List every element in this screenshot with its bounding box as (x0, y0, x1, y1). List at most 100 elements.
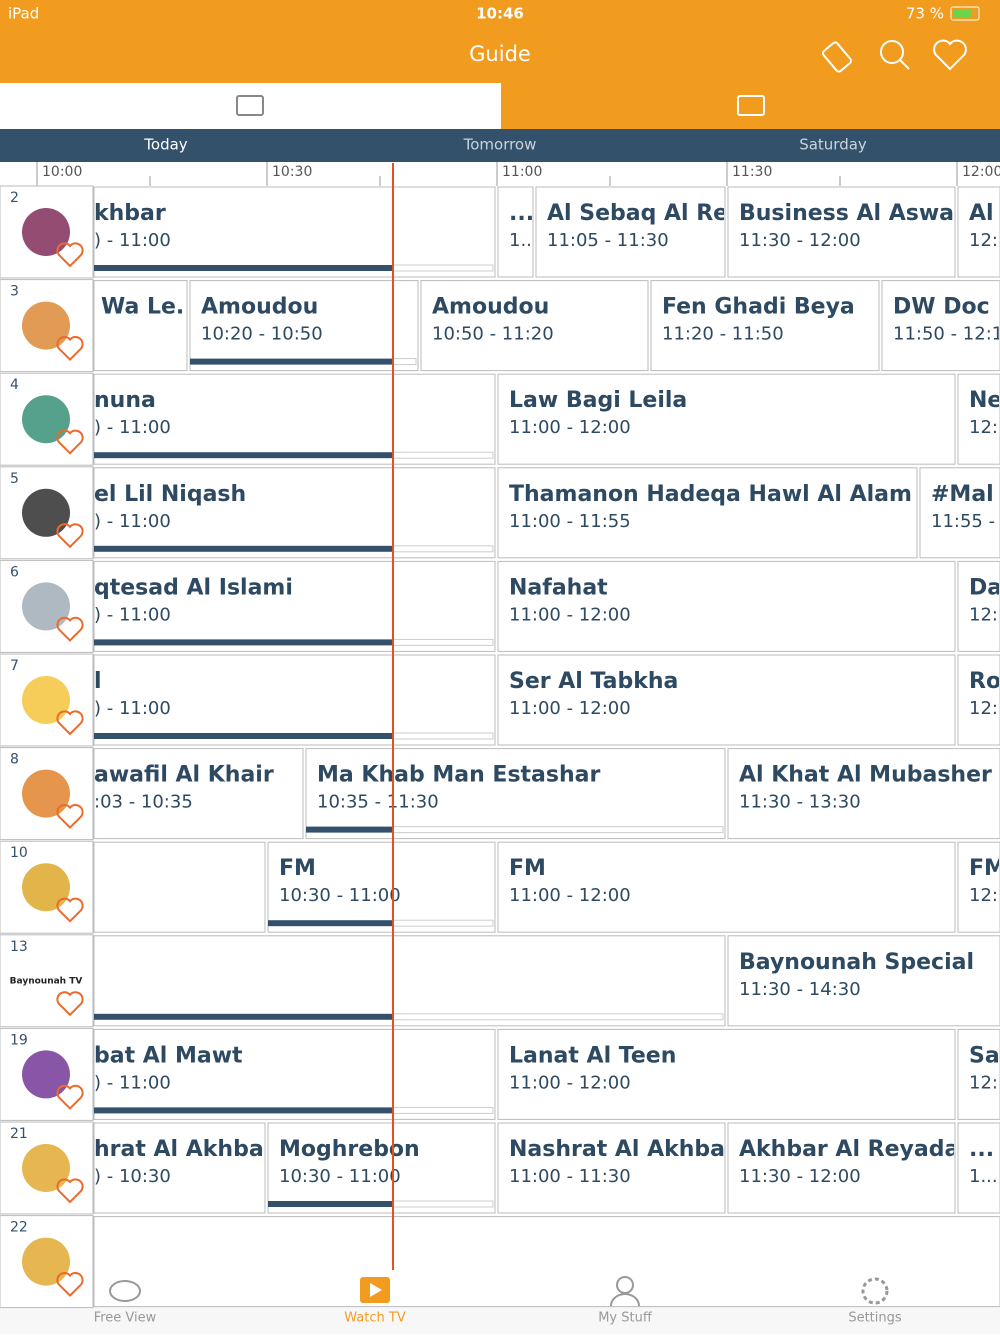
program-cell[interactable] (267, 1122, 496, 1214)
program-cell[interactable] (497, 560, 956, 652)
program-cell[interactable] (727, 1122, 956, 1214)
favourite-heart[interactable] (56, 336, 84, 362)
favourite-heart[interactable] (56, 616, 84, 642)
program-title: Da (969, 575, 1000, 600)
program-cell[interactable] (497, 467, 918, 559)
favourite-heart[interactable] (56, 1272, 84, 1298)
favourite-heart[interactable] (56, 429, 84, 455)
program-cell[interactable] (93, 1028, 496, 1120)
program-cell[interactable] (957, 1028, 1000, 1120)
program-time: 11:05 - 11:30 (547, 230, 669, 251)
clock: 10:46 (476, 5, 524, 23)
program-cell[interactable] (93, 935, 726, 1027)
program-cell[interactable] (957, 186, 1000, 278)
program-cell[interactable] (189, 280, 419, 372)
program-cell[interactable] (93, 373, 496, 465)
program-title: qtesad Al Islami (94, 575, 293, 600)
program-cell[interactable] (497, 1122, 726, 1214)
program-cell[interactable] (727, 186, 956, 278)
channel-number: 10 (10, 845, 28, 861)
program-cell[interactable] (957, 373, 1000, 465)
favourite-heart[interactable] (56, 897, 84, 923)
program-cell[interactable] (93, 654, 496, 746)
favourite-heart[interactable] (56, 242, 84, 268)
program-cell[interactable] (497, 186, 534, 278)
progress-remaining (392, 732, 494, 740)
tab-label[interactable]: My Stuff (598, 1311, 653, 1326)
program-cell[interactable] (93, 186, 496, 278)
channel-number: 3 (10, 284, 19, 300)
favourite-heart[interactable] (56, 1178, 84, 1204)
tab-icon (109, 1280, 141, 1302)
channel-number: 7 (10, 658, 19, 674)
progress-elapsed (94, 639, 393, 646)
program-cell[interactable] (881, 280, 1000, 372)
program-time: 10:30 - 11:00 (279, 1166, 401, 1187)
program-cell[interactable] (535, 186, 726, 278)
program-cell[interactable] (420, 280, 649, 372)
program-cell[interactable] (957, 1122, 1000, 1214)
favourite-heart[interactable] (56, 1084, 84, 1110)
program-cell[interactable] (957, 560, 1000, 652)
favourites-icon[interactable] (933, 39, 967, 71)
favourite-heart[interactable] (56, 804, 84, 830)
program-cell[interactable] (93, 748, 304, 840)
program-title: Al A (969, 201, 1000, 226)
page-title: Guide (469, 42, 531, 66)
search-icon[interactable] (880, 40, 904, 64)
program-cell[interactable] (93, 841, 266, 933)
program-cell[interactable] (93, 560, 496, 652)
program-title: Business Al Aswaq (739, 201, 970, 226)
day-tab[interactable]: Tomorrow (463, 136, 537, 154)
program-cell[interactable] (93, 280, 188, 372)
program-title: Ne (969, 388, 1000, 413)
tab-label[interactable]: Watch TV (344, 1311, 406, 1326)
program-title: FM (969, 856, 1000, 881)
program-cell[interactable] (650, 280, 880, 372)
favourite-heart[interactable] (56, 523, 84, 549)
program-cell[interactable] (497, 373, 956, 465)
program-time: 11:50 - 12:15 (893, 324, 1000, 345)
program-title: FM (279, 856, 316, 881)
list-icon (236, 95, 264, 116)
progress-elapsed (94, 1107, 393, 1114)
channel-number: 8 (10, 752, 19, 768)
list-view-tab[interactable] (0, 83, 501, 129)
program-cell[interactable] (267, 841, 496, 933)
battery-icon (950, 6, 980, 21)
channel-number: 19 (10, 1032, 28, 1048)
program-cell[interactable] (957, 841, 1000, 933)
day-tab[interactable]: Today (143, 136, 188, 154)
program-title: ... (969, 1137, 994, 1162)
program-time: ) - 11:00 (94, 417, 171, 438)
program-cell[interactable] (497, 654, 956, 746)
time-label: 11:00 (502, 164, 542, 180)
favourite-heart[interactable] (56, 991, 84, 1017)
program-time: 12:0 (969, 885, 1000, 906)
program-cell[interactable] (93, 467, 496, 559)
tab-label[interactable]: Free View (94, 1311, 157, 1326)
tab-label[interactable]: Settings (848, 1311, 902, 1326)
remote-icon[interactable] (821, 41, 853, 73)
program-time: 11:00 - 12:00 (509, 604, 631, 625)
program-cell[interactable] (727, 935, 1000, 1027)
progress-remaining (392, 545, 494, 553)
program-cell[interactable] (305, 748, 726, 840)
program-time: 11:00 - 11:30 (509, 1166, 631, 1187)
grid-view-tab[interactable] (501, 83, 1000, 129)
channel-number: 6 (10, 564, 19, 580)
day-tab[interactable]: Saturday (799, 136, 867, 154)
program-cell[interactable] (93, 1216, 1000, 1308)
program-cell[interactable] (919, 467, 1000, 559)
program-cell[interactable] (93, 1122, 266, 1214)
program-cell[interactable] (957, 654, 1000, 746)
program-cell[interactable] (727, 748, 1000, 840)
program-cell[interactable] (497, 841, 956, 933)
progress-remaining (392, 826, 724, 834)
program-cell[interactable] (497, 1028, 956, 1120)
favourite-heart[interactable] (56, 710, 84, 736)
program-title: Lanat Al Teen (509, 1043, 676, 1068)
search-handle (899, 59, 910, 70)
program-time: 11:30 - 12:00 (739, 1166, 861, 1187)
